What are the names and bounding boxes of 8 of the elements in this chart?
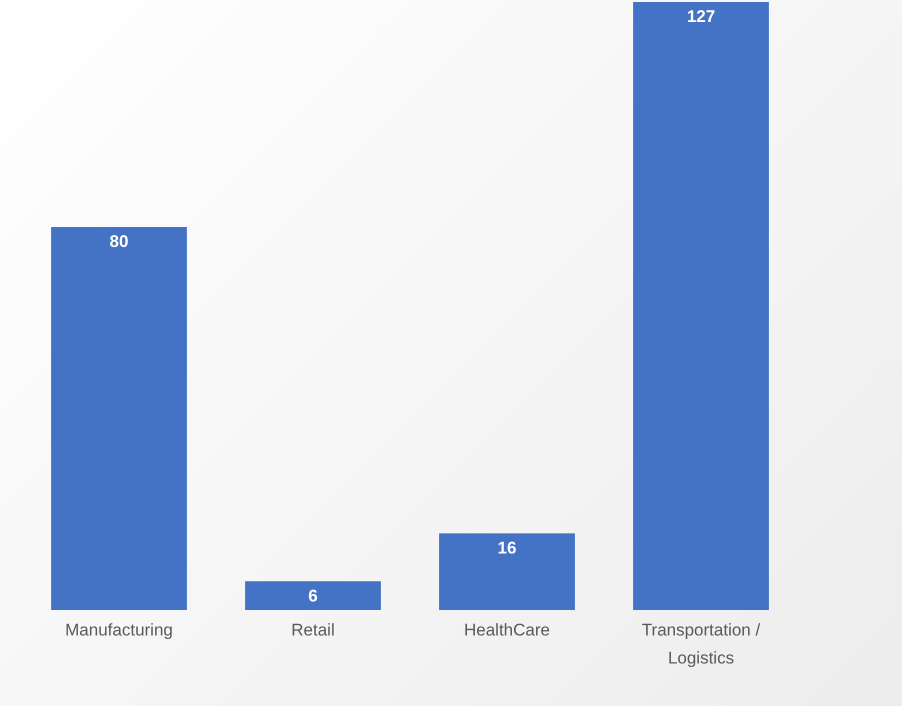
data-label: 6 [308, 586, 318, 606]
x-tick-label: Transportation / Logistics [642, 620, 760, 668]
data-label: 127 [686, 7, 716, 26]
x-tick-label: Retail [291, 620, 335, 640]
x-tick-label: HealthCare [464, 620, 550, 640]
x-tick-label: Manufacturing [65, 620, 173, 640]
data-label: 16 [498, 538, 516, 558]
data-label: 80 [110, 232, 128, 252]
